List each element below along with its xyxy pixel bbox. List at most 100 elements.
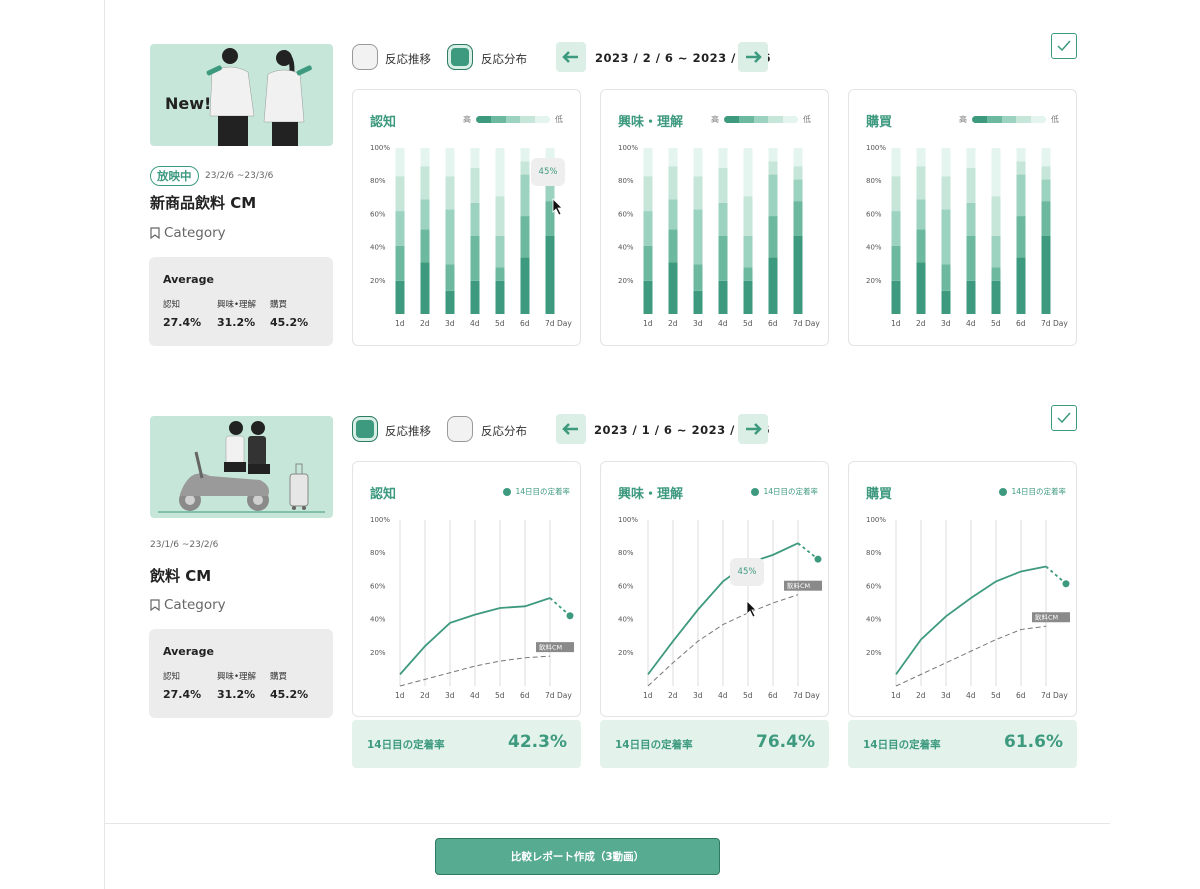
category-tag[interactable]: Category <box>150 597 226 613</box>
y-tick-label: 20% <box>618 649 634 657</box>
y-tick-label: 20% <box>370 649 386 657</box>
bar-segment <box>966 235 976 281</box>
average-label-purchase: 購買 <box>270 672 288 682</box>
comparison-line <box>895 625 1047 687</box>
bar-segment <box>668 262 678 314</box>
y-tick-label: 80% <box>618 549 634 557</box>
toggle-distribution-checkbox[interactable] <box>447 416 473 442</box>
x-tick-label: 7d <box>1041 691 1051 700</box>
x-tick-label: 3d <box>693 319 703 328</box>
bar-segment <box>891 148 901 177</box>
legend: 14日目の定着率 <box>751 486 818 497</box>
check-icon <box>1057 412 1071 424</box>
bar-segment <box>693 176 703 210</box>
create-comparison-report-button[interactable]: 比較レポート作成（3動画） <box>435 838 720 875</box>
x-tick-label: 1d <box>395 691 405 700</box>
bar-segment <box>643 176 653 212</box>
bar-segment <box>395 211 405 246</box>
y-tick-label: 40% <box>370 244 386 252</box>
left-divider <box>104 0 105 889</box>
bar-segment <box>718 235 728 281</box>
toggle-trend-checkbox[interactable] <box>352 44 378 70</box>
legend-gradient <box>724 116 798 123</box>
campaign-thumbnail[interactable]: New! <box>150 44 333 146</box>
average-panel: Average 認知 興味•理解 購買 27.4% 31.2% 45.2% <box>149 629 333 718</box>
bar-segment <box>693 148 703 177</box>
prev-period-button[interactable] <box>556 414 586 444</box>
bar-segment <box>1041 179 1051 202</box>
bar-segment <box>520 148 530 162</box>
bar-segment <box>991 280 1001 314</box>
category-tag[interactable]: Category <box>150 225 226 241</box>
bar-segment <box>495 267 505 281</box>
select-campaign-checkbox[interactable] <box>1051 33 1077 59</box>
y-tick-label: 80% <box>370 549 386 557</box>
bar-segment <box>420 166 430 200</box>
forecast-point <box>1062 580 1070 588</box>
comparison-tag-bg <box>536 642 574 653</box>
x-tick-label: 6d <box>1016 319 1026 328</box>
campaign-title: 新商品飲料 CM <box>150 194 257 212</box>
bar-segment <box>470 280 480 314</box>
bar-segment <box>520 161 530 175</box>
comparison-line <box>647 594 799 687</box>
average-value-purchase: 45.2% <box>270 316 309 329</box>
bar-segment <box>668 148 678 167</box>
legend-dot-icon <box>999 487 1008 496</box>
line-chart: 20% 40% 60% 80% 100% 1d 2d 3d 4d 5d 6d 7d Day 飲料CM <box>618 516 822 700</box>
bookmark-icon <box>150 599 160 611</box>
bar-segment <box>941 176 951 210</box>
comparison-tag-text: 飲料CM <box>787 581 810 590</box>
legend-label: 14日目の定着率 <box>763 487 818 496</box>
mouse-cursor-icon <box>552 198 563 216</box>
comparison-label-tag: 飲料CM <box>536 642 574 653</box>
retention-value: 42.3% <box>508 732 567 752</box>
y-tick-label: 100% <box>866 516 886 524</box>
retention-label: 14日目の定着率 <box>863 739 941 751</box>
comparison-label-tag: 飲料CM <box>784 580 822 591</box>
bar-segment <box>941 209 951 265</box>
arrow-left-icon <box>562 51 578 63</box>
retention-stat-interest: 14日目の定着率 76.4% <box>600 720 829 768</box>
x-tick-label: 7d <box>545 319 555 328</box>
bar-segment <box>668 229 678 263</box>
forecast-line <box>549 597 571 617</box>
bar-segment <box>545 148 555 167</box>
arrow-right-icon <box>746 51 762 63</box>
bar-segment <box>420 262 430 314</box>
retention-stat-purchase: 14日目の定着率 61.6% <box>848 720 1077 768</box>
legend-label: 14日目の定着率 <box>515 487 570 496</box>
toggle-trend-checkbox[interactable] <box>352 416 378 442</box>
scooter-illustration <box>158 421 325 513</box>
comparison-tag-bg <box>784 580 822 591</box>
x-axis-label: Day <box>805 691 820 700</box>
toggle-distribution-checkbox[interactable] <box>447 44 473 70</box>
average-value-awareness: 27.4% <box>163 316 202 329</box>
bar-segment <box>966 167 976 203</box>
bar-segment <box>470 235 480 281</box>
bar-segment <box>545 179 555 202</box>
bar-segment <box>966 202 976 236</box>
legend-high-label: 高 <box>463 115 471 124</box>
series-line <box>647 542 799 675</box>
bar-segment <box>470 148 480 168</box>
select-campaign-checkbox[interactable] <box>1051 405 1077 431</box>
x-tick-label: 3d <box>693 691 703 700</box>
y-tick-label: 60% <box>370 210 386 218</box>
prev-period-button[interactable] <box>556 42 586 72</box>
series-line <box>895 565 1047 675</box>
campaign-thumbnail[interactable] <box>150 416 333 518</box>
bar-segment <box>1016 216 1026 258</box>
line-chart: 20% 40% 60% 80% 100% 1d 2d 3d 4d 5d 6d 7d Day 飲料CM <box>370 516 574 700</box>
bar-segment <box>520 174 530 217</box>
status-badge: 放映中 <box>150 166 199 186</box>
next-period-button[interactable] <box>738 42 768 72</box>
bar-segment <box>916 262 926 314</box>
x-tick-label: 2d <box>916 319 926 328</box>
chart-title: 認知 <box>370 487 397 502</box>
average-value-awareness: 27.4% <box>163 688 202 701</box>
bar-segment <box>991 235 1001 268</box>
bar-segment <box>420 229 430 263</box>
comparison-tag-text: 飲料CM <box>539 643 562 652</box>
next-period-button[interactable] <box>738 414 768 444</box>
